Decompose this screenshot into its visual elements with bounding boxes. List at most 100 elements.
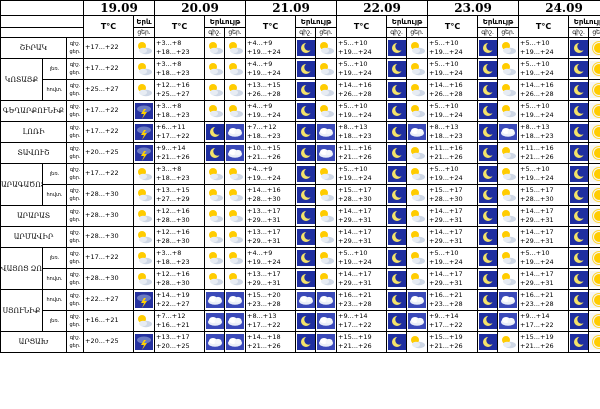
moon-icon [296, 103, 315, 119]
day-weather-icon-cell [224, 205, 247, 227]
temp-header: T°C [518, 15, 570, 38]
moon-icon [569, 166, 588, 182]
partly-cloudy-icon [499, 250, 518, 266]
night-weather-icon-cell [477, 100, 499, 122]
partly-cloudy-icon [408, 187, 427, 203]
night-weather-icon-cell [386, 226, 408, 248]
region-name: ԳԵՂԱՐՔՈՒՆԻՔ [0, 100, 67, 122]
temperature-cell: +5...+10 +19...+24 [336, 163, 388, 185]
partly-cloudy-icon [317, 82, 336, 98]
temperature-cell: +5...+10 +19...+24 [336, 100, 388, 122]
partly-cloudy-icon [499, 40, 518, 56]
cloud-icon [205, 313, 224, 329]
night-weather-icon-cell [386, 142, 408, 164]
moon-icon [478, 103, 497, 119]
partly-cloudy-icon [205, 61, 224, 77]
sun-icon [590, 40, 600, 56]
night-weather-icon-cell [477, 268, 499, 290]
sun-icon [590, 250, 600, 266]
day-weather-icon-cell [224, 310, 247, 332]
day-weather-icon-cell [406, 247, 429, 269]
cloud-icon [205, 292, 224, 308]
partly-cloudy-icon [205, 40, 224, 56]
moon-icon [478, 40, 497, 56]
partly-cloudy-icon [205, 271, 224, 287]
night-weather-icon-cell [204, 289, 226, 311]
thunderstorm-icon [135, 145, 154, 161]
temperature-cell: +14...+19 +22...+27 [154, 289, 206, 311]
temperature-cell: +8...+13 +18...+23 [336, 121, 388, 143]
zone-label: լեռ. [42, 58, 67, 80]
temperature-cell: +5...+10 +19...+24 [427, 100, 479, 122]
weather-icon-cell [133, 331, 156, 353]
period-labels: գիշ. ցեր. [65, 310, 85, 332]
temperature-cell: +14...+17 +29...+31 [427, 268, 479, 290]
temperature-cell: +17...+22 [83, 121, 135, 143]
moon-icon [387, 103, 406, 119]
day-weather-icon-cell [315, 58, 338, 80]
moon-icon [387, 229, 406, 245]
day-weather-icon-cell [315, 142, 338, 164]
night-weather-icon-cell [386, 205, 408, 227]
night-weather-icon-cell [204, 268, 226, 290]
period-labels: գիշ. ցեր. [65, 163, 85, 185]
day-weather-icon-cell [315, 121, 338, 143]
night-weather-icon-cell [204, 184, 226, 206]
cloud-icon [226, 124, 245, 140]
zone-label: լեռ. [42, 310, 67, 332]
day-weather-icon-cell [588, 331, 600, 353]
partly-cloudy-icon [499, 145, 518, 161]
day-weather-icon-cell [406, 100, 429, 122]
day-weather-icon-cell [588, 142, 600, 164]
temperature-cell: +5...+10 +19...+24 [336, 58, 388, 80]
day-subheader: ցեր. [588, 27, 600, 38]
moon-icon [569, 82, 588, 98]
day-weather-icon-cell [224, 121, 247, 143]
sun-icon [590, 124, 600, 140]
temperature-cell: +5...+10 +19...+24 [518, 163, 570, 185]
day-weather-icon-cell [497, 142, 520, 164]
partly-cloudy-icon [408, 61, 427, 77]
temperature-cell: +5...+10 +19...+24 [427, 163, 479, 185]
temperature-cell: +15...+20 +23...+28 [245, 289, 297, 311]
temperature-cell: +5...+10 +19...+24 [427, 58, 479, 80]
night-weather-icon-cell [295, 226, 317, 248]
night-weather-icon-cell [568, 310, 590, 332]
day-weather-icon-cell [588, 289, 600, 311]
temperature-cell: +11...+16 +21...+26 [427, 142, 479, 164]
partly-cloudy-icon [317, 208, 336, 224]
temperature-cell: +4...+9 +19...+24 [245, 58, 297, 80]
day-subheader: ցեր. [315, 27, 338, 38]
moon-icon [296, 313, 315, 329]
temperature-cell: +14...+16 +26...+28 [518, 79, 570, 101]
day-weather-icon-cell [224, 184, 247, 206]
night-weather-icon-cell [204, 247, 226, 269]
night-weather-icon-cell [568, 289, 590, 311]
period-labels: գիշ. ցեր. [65, 121, 85, 143]
partly-cloudy-icon [317, 166, 336, 182]
temperature-cell: +4...+9 +19...+24 [245, 163, 297, 185]
temperature-cell: +15...+17 +28...+30 [427, 184, 479, 206]
sun-icon [590, 166, 600, 182]
cloud-icon [317, 292, 336, 308]
partly-cloudy-icon [226, 166, 245, 182]
night-subheader: գիշ. [477, 27, 499, 38]
day-weather-icon-cell [497, 331, 520, 353]
temperature-cell: +10...+15 +21...+26 [245, 142, 297, 164]
temperature-cell: +9...+14 +17...+22 [518, 310, 570, 332]
region-name: ԿՈՏԱՅՔ [0, 58, 43, 101]
night-weather-icon-cell [295, 331, 317, 353]
sun-icon [590, 208, 600, 224]
partly-cloudy-icon [226, 208, 245, 224]
moon-icon [387, 334, 406, 350]
day-weather-icon-cell [315, 163, 338, 185]
weather-icon-cell [133, 121, 156, 143]
night-weather-icon-cell [386, 100, 408, 122]
day-weather-icon-cell [315, 310, 338, 332]
partly-cloudy-icon [408, 208, 427, 224]
moon-icon [296, 40, 315, 56]
night-weather-icon-cell [477, 331, 499, 353]
temperature-cell: +3...+8 +18...+23 [154, 100, 206, 122]
moon-icon [205, 124, 224, 140]
temperature-cell: +13...+17 +29...+31 [245, 226, 297, 248]
